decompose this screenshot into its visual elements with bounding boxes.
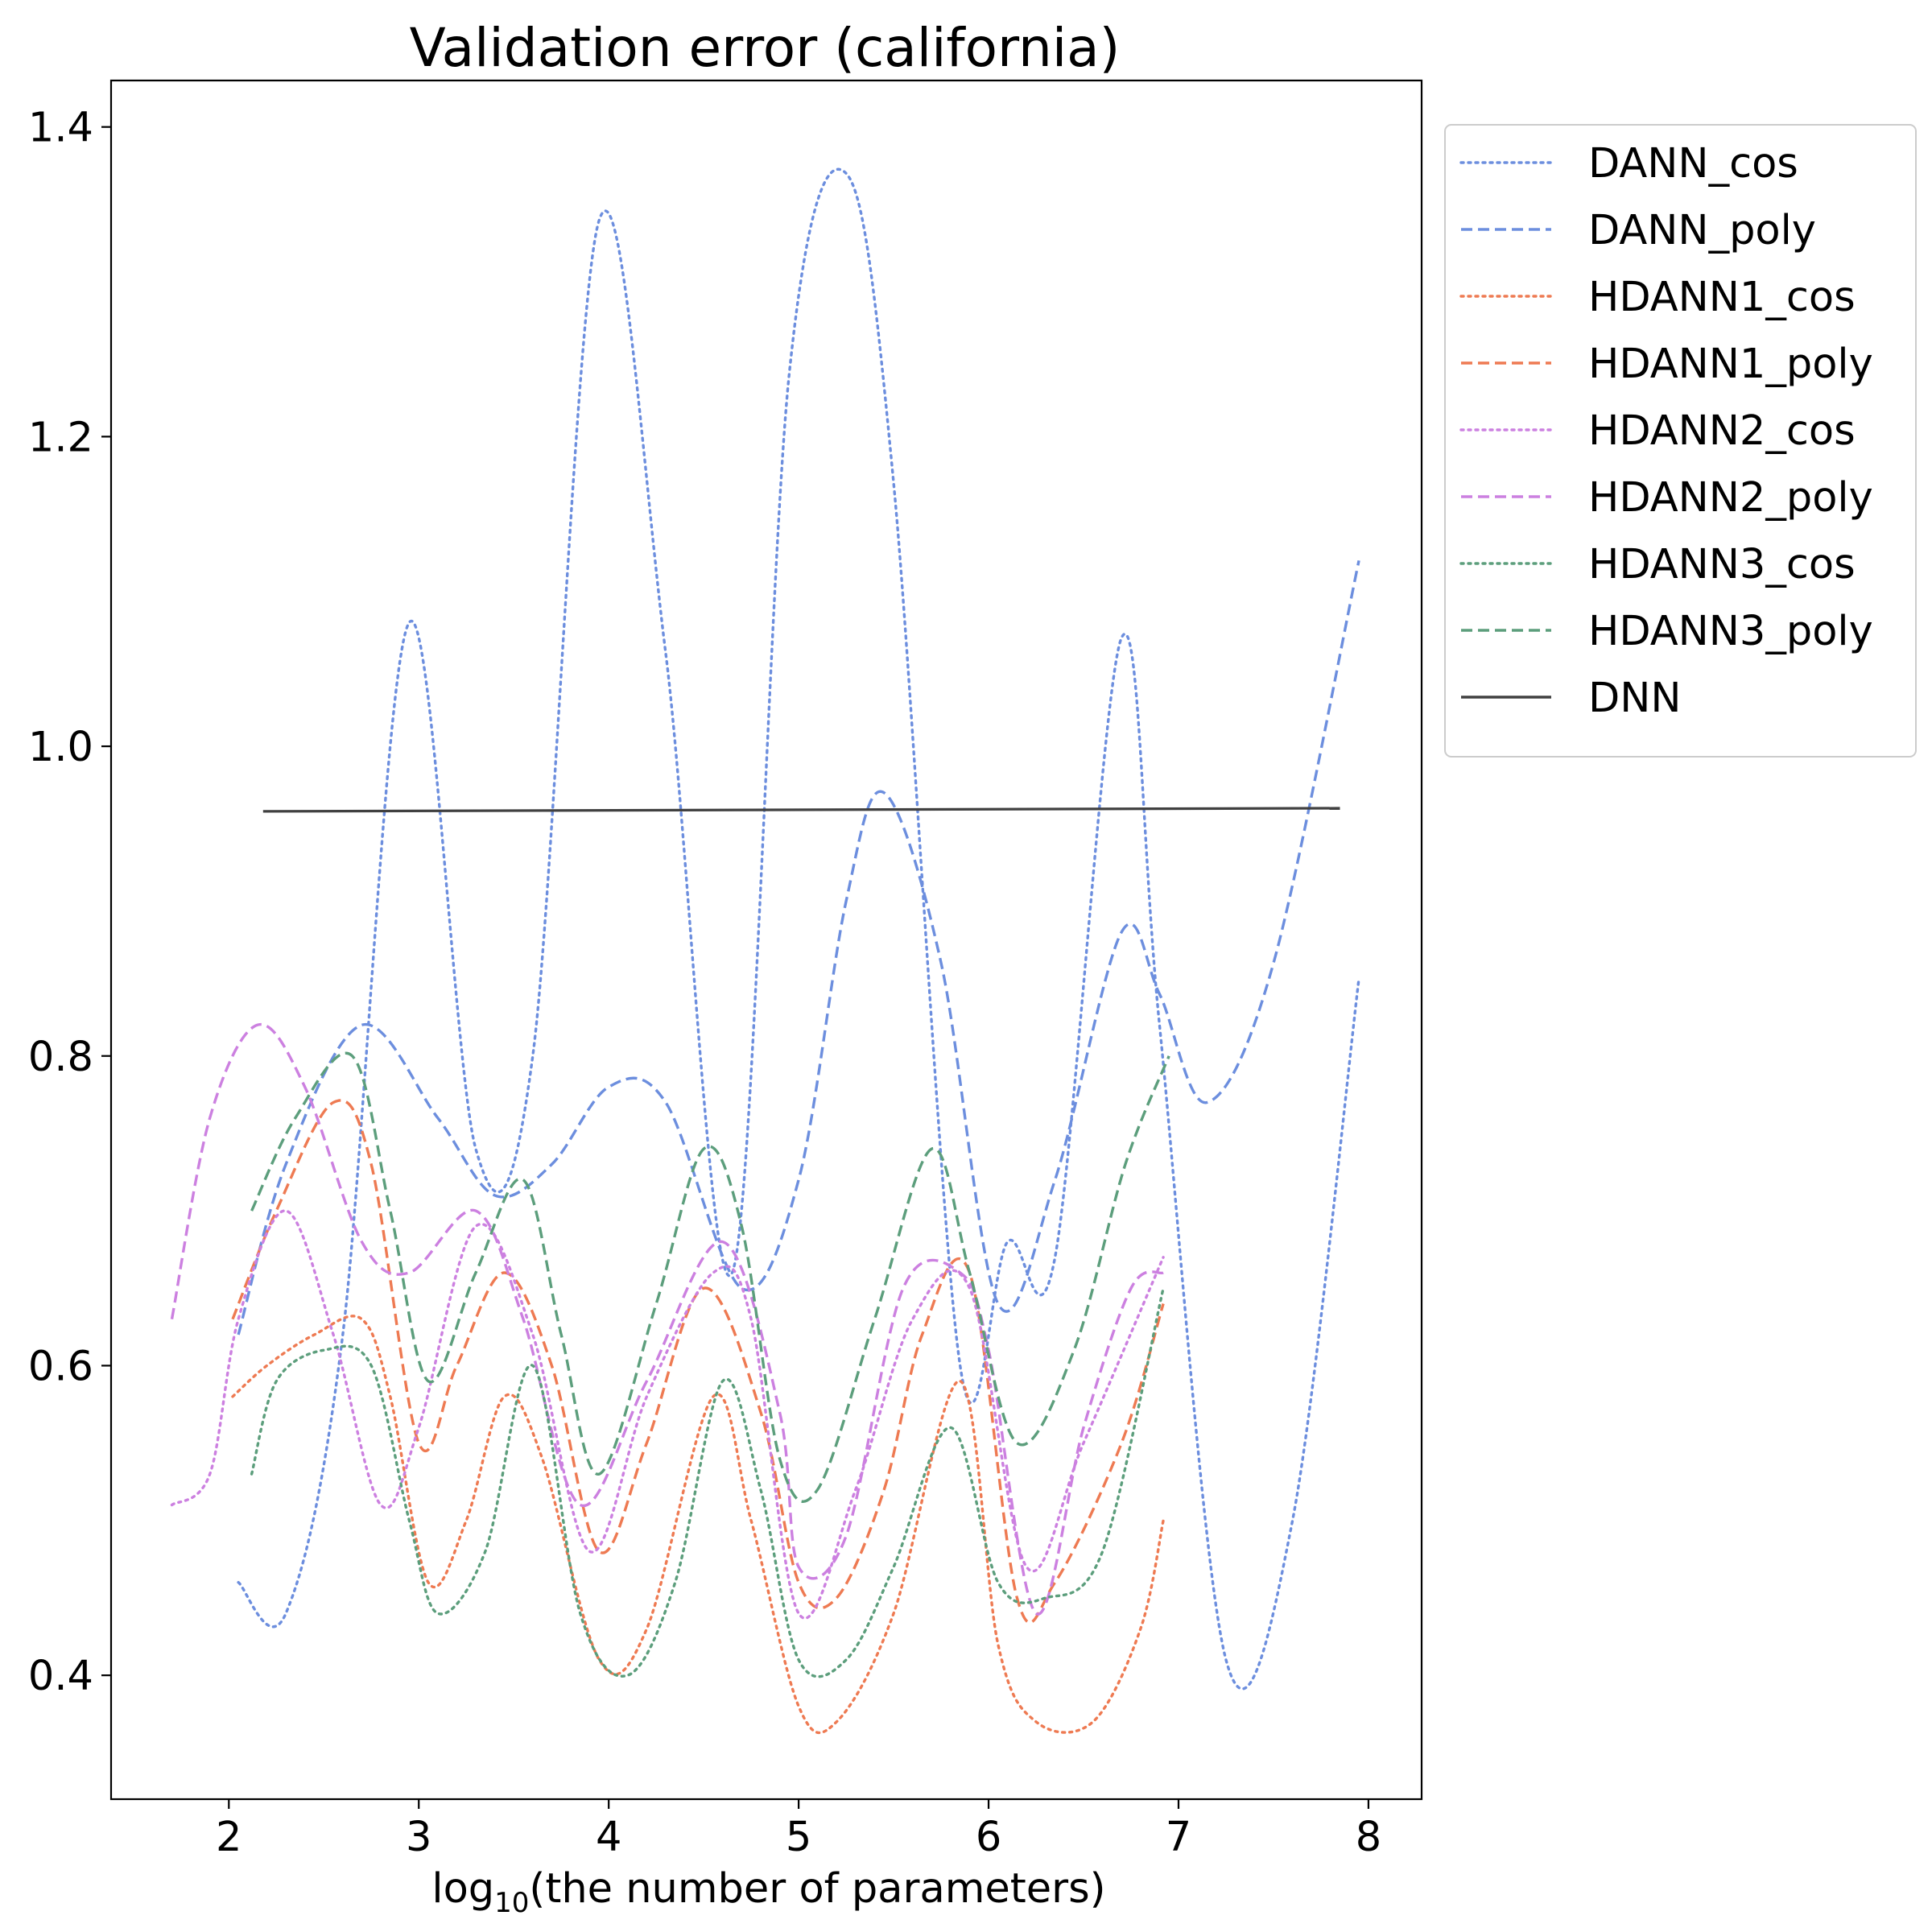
y-tick-label: 1.0 (28, 724, 93, 771)
x-axis-title-subscript: 10 (494, 1887, 529, 1919)
legend-item-hdann2-poly: HDANN2_poly (1461, 474, 1873, 522)
legend-item-hdann3-poly: HDANN3_poly (1461, 608, 1873, 655)
series-line-dnn (262, 807, 1340, 813)
series-line-hdann2-cos (170, 1209, 1165, 1620)
y-axis: 0.4 0.6 0.8 1.0 1.2 1.4 (28, 105, 111, 1700)
legend-label: HDANN3_cos (1588, 541, 1856, 588)
x-axis-title-rest: (the number of parameters) (529, 1865, 1105, 1913)
x-tick-label: 3 (406, 1814, 431, 1861)
legend-item-hdann2-cos: HDANN2_cos (1459, 407, 1856, 455)
y-tick-label: 0.4 (28, 1653, 93, 1700)
legend-box (1444, 124, 1917, 758)
y-tick-label: 0.8 (28, 1034, 93, 1081)
legend: DANN_cos DANN_poly HDANN1_cos HDANN1_poly HD… (1444, 124, 1917, 758)
legend-label: HDANN1_cos (1588, 274, 1856, 321)
y-tick-label: 0.6 (28, 1343, 93, 1390)
series-line-hdann3-poly (250, 1051, 1170, 1503)
series-line-dann-cos (237, 167, 1360, 1690)
y-tick-label: 1.2 (28, 414, 93, 461)
x-tick-label: 7 (1166, 1814, 1191, 1861)
x-tick-label: 5 (786, 1814, 811, 1861)
series-line-dann-poly (237, 559, 1360, 1335)
legend-label: HDANN3_poly (1588, 608, 1873, 655)
plot-lines (170, 167, 1360, 1735)
legend-item-dann-poly: DANN_poly (1461, 207, 1816, 254)
series-line-hdann1-poly (231, 1099, 1165, 1624)
legend-item-hdann1-cos: HDANN1_cos (1459, 274, 1856, 321)
x-axis-title-main: log (431, 1865, 494, 1913)
x-axis: 2 3 4 5 6 7 8 (216, 1799, 1381, 1861)
x-axis-title: log10(the number of parameters) (431, 1865, 1105, 1919)
x-tick-label: 2 (216, 1814, 242, 1861)
legend-label: DANN_cos (1588, 140, 1798, 188)
legend-item-hdann3-cos: HDANN3_cos (1459, 541, 1856, 588)
plot-frame (109, 79, 1423, 1801)
y-tick-label: 1.4 (28, 105, 93, 152)
chart-title: Validation error (california) (410, 17, 1121, 79)
legend-label: DANN_poly (1588, 207, 1816, 254)
legend-label: HDANN2_cos (1588, 407, 1856, 455)
series-line-hdann3-cos (250, 1286, 1165, 1678)
legend-item-dnn: DNN (1461, 675, 1682, 722)
x-tick-label: 8 (1356, 1814, 1381, 1861)
x-tick-label: 6 (976, 1814, 1001, 1861)
legend-label: DNN (1588, 675, 1682, 722)
legend-label: HDANN2_poly (1588, 474, 1873, 522)
series-line-hdann2-poly (170, 1022, 1164, 1616)
legend-label: HDANN1_poly (1588, 341, 1873, 388)
series-line-hdann1-cos (231, 1315, 1165, 1735)
legend-item-hdann1-poly: HDANN1_poly (1461, 341, 1873, 388)
legend-item-dann-cos: DANN_cos (1459, 140, 1798, 188)
x-tick-label: 4 (596, 1814, 621, 1861)
